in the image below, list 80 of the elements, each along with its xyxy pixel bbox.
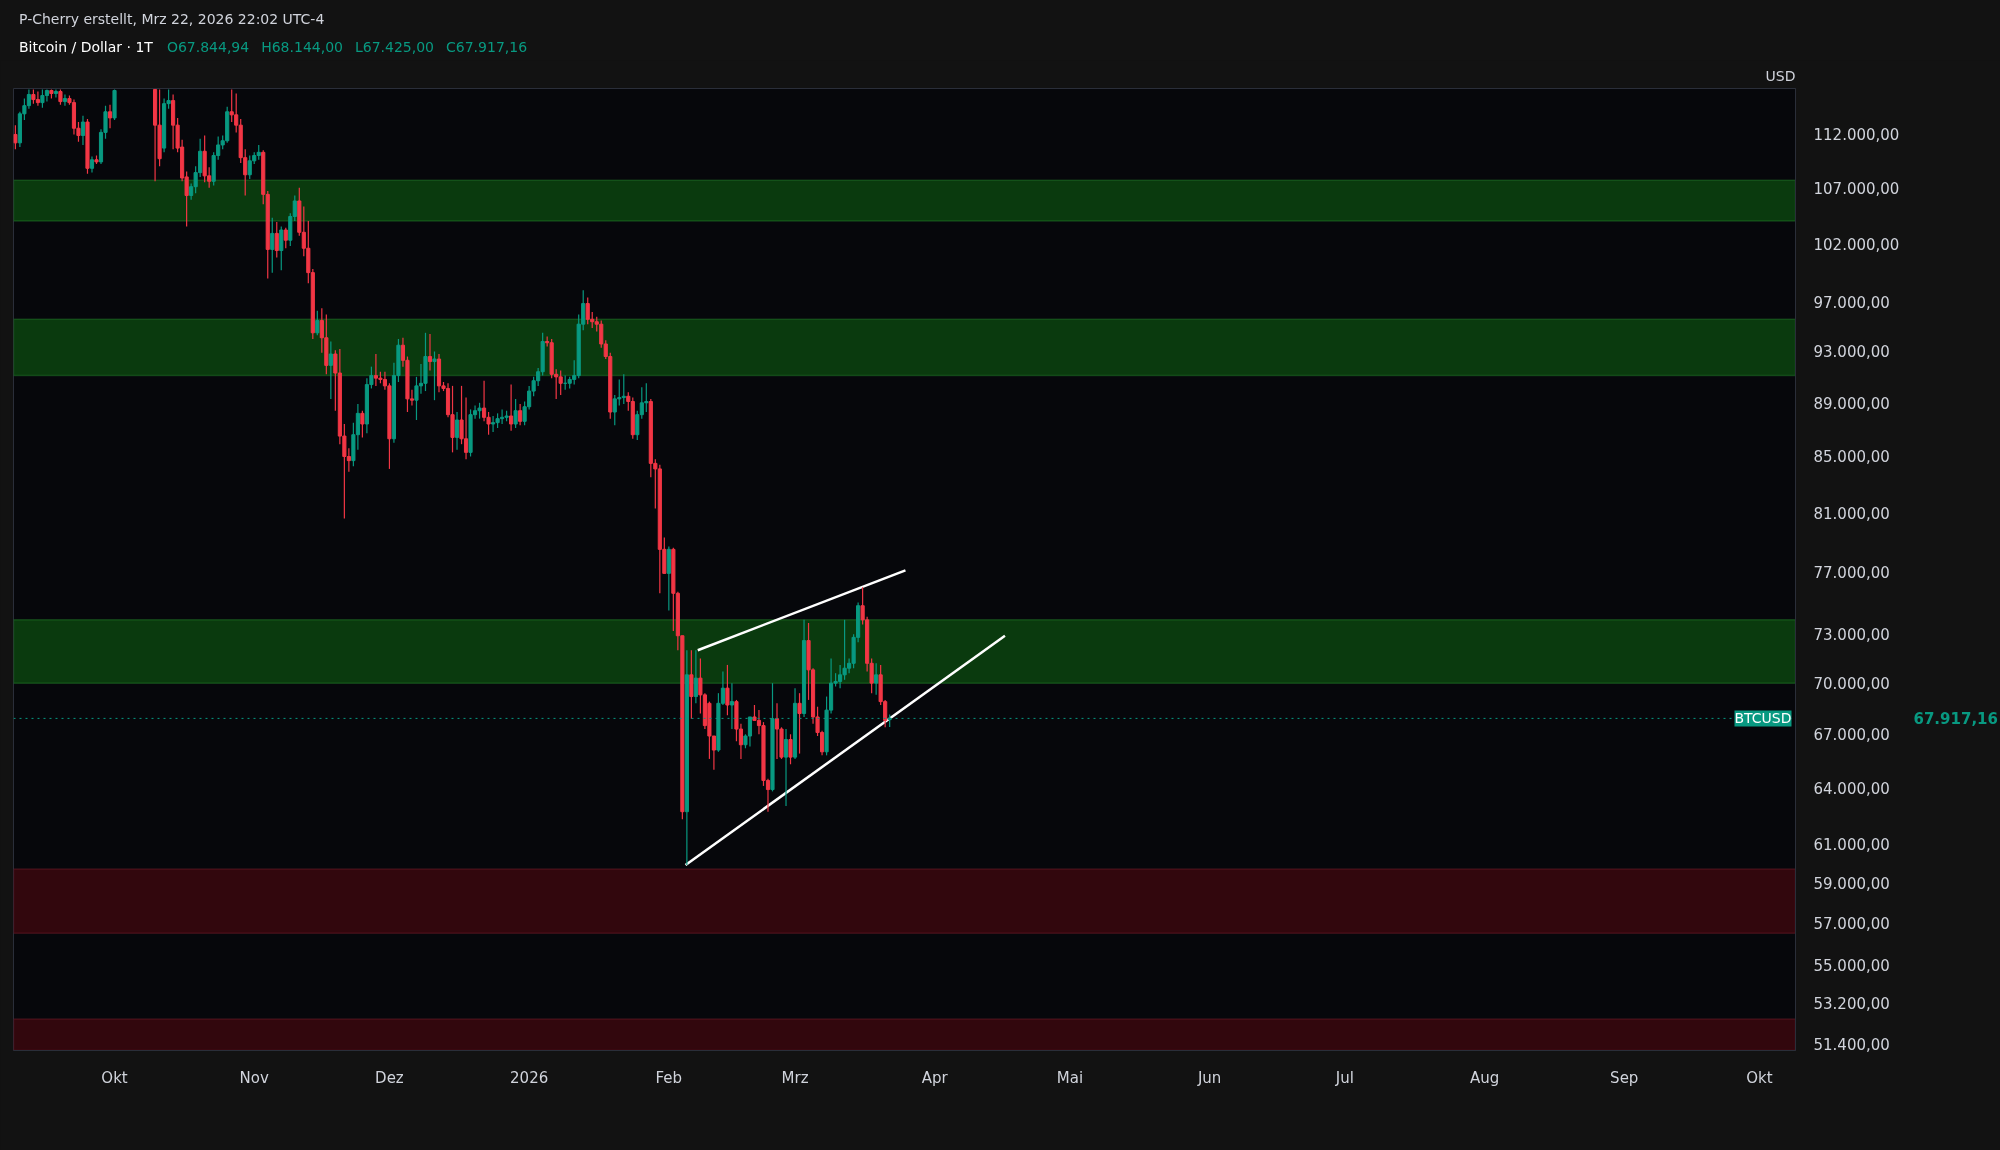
candlestick (788, 733, 793, 765)
y-tick-label: 102.000,00 (1813, 235, 1900, 254)
x-tick-label: Jul (1334, 1068, 1354, 1087)
y-tick-label: 53.200,00 (1813, 995, 1890, 1014)
candlestick (427, 333, 433, 372)
x-tick-label: Sep (1610, 1068, 1639, 1087)
candlestick (774, 702, 780, 760)
x-tick-label: Apr (921, 1068, 949, 1087)
text: H68.144,00 (261, 39, 343, 55)
x-tick-label: Okt (101, 1068, 128, 1087)
y-tick-label: 85.000,00 (1813, 448, 1890, 467)
y-tick-label: 107.000,00 (1813, 179, 1900, 198)
y-tick-label: 81.000,00 (1813, 504, 1890, 523)
candlestick (783, 728, 789, 807)
y-tick-label: 77.000,00 (1813, 563, 1890, 582)
y-tick-label: 55.000,00 (1813, 956, 1890, 975)
candlestick (432, 350, 437, 401)
candlestick (585, 296, 590, 325)
candlestick (107, 104, 113, 129)
y-tick-label: 67.000,00 (1813, 726, 1890, 745)
y-tick-label: 112.000,00 (1813, 126, 1900, 145)
y-tick-label: 51.400,00 (1813, 1035, 1890, 1054)
x-tick-label: Jun (1196, 1068, 1222, 1087)
text: C67.917,16 (446, 39, 528, 55)
chart-subtitle: Bitcoin / Dollar · 1T (19, 39, 153, 55)
candlestick (693, 649, 698, 704)
candlestick (274, 221, 279, 259)
candlestick (558, 369, 563, 396)
x-tick-label: 2026 (510, 1068, 549, 1087)
candlestick (53, 88, 59, 99)
candlestick (26, 88, 31, 110)
candlestick (644, 382, 649, 413)
candlestick (450, 385, 455, 453)
candlestick (689, 649, 694, 720)
candlestick (283, 227, 288, 249)
text: O67.844,94 (166, 39, 250, 55)
x-tick-label: Mrz (781, 1068, 809, 1087)
candlestick (518, 403, 523, 426)
candlestick (279, 226, 284, 271)
y-axis-title: USD (1765, 67, 1796, 84)
x-tick-label: Feb (655, 1068, 683, 1087)
x-tick-label: Aug (1469, 1068, 1500, 1087)
ref-line-label: BTCUSD (1734, 710, 1792, 727)
candlestick (270, 217, 275, 274)
text: 67.917,16 (1913, 710, 1998, 729)
y-tick-label: 89.000,00 (1813, 394, 1890, 413)
y-tick-label: 73.000,00 (1813, 626, 1890, 645)
x-tick-label: Dez (375, 1068, 404, 1087)
candlestick (612, 394, 617, 426)
candlestick (725, 664, 730, 716)
text: L67.425,00 (354, 39, 435, 55)
y-tick-label: 97.000,00 (1813, 294, 1890, 313)
x-tick-label: Okt (1746, 1068, 1773, 1087)
chart-title: P-Cherry erstellt, Mrz 22, 2026 22:02 UTC-4 (19, 10, 326, 29)
candlestick (315, 310, 320, 336)
candlestick (509, 383, 514, 432)
y-tick-label: 93.000,00 (1813, 343, 1890, 362)
x-tick-label: Nov (239, 1068, 269, 1087)
candlestick (229, 88, 234, 123)
y-tick-label: 57.000,00 (1813, 914, 1890, 933)
candlestick (463, 396, 469, 460)
candlestick (80, 115, 86, 146)
candlestick (40, 88, 45, 109)
candlestick (797, 692, 802, 755)
candlestick (62, 93, 68, 107)
candlestick (13, 124, 18, 150)
candlestick (360, 410, 365, 439)
y-tick-label: 61.000,00 (1813, 835, 1890, 854)
candlestick (35, 90, 40, 107)
candlestick (328, 340, 333, 400)
candlestick (491, 415, 496, 433)
candlestick (247, 154, 252, 180)
y-tick-label: 64.000,00 (1813, 779, 1890, 798)
candlestick (454, 411, 460, 451)
y-tick-label: 70.000,00 (1813, 675, 1890, 694)
y-tick-label: 59.000,00 (1813, 874, 1890, 893)
x-tick-label: Mai (1056, 1068, 1084, 1087)
candlestick (513, 398, 518, 429)
candlestick (874, 662, 879, 696)
candlestick (481, 380, 487, 422)
